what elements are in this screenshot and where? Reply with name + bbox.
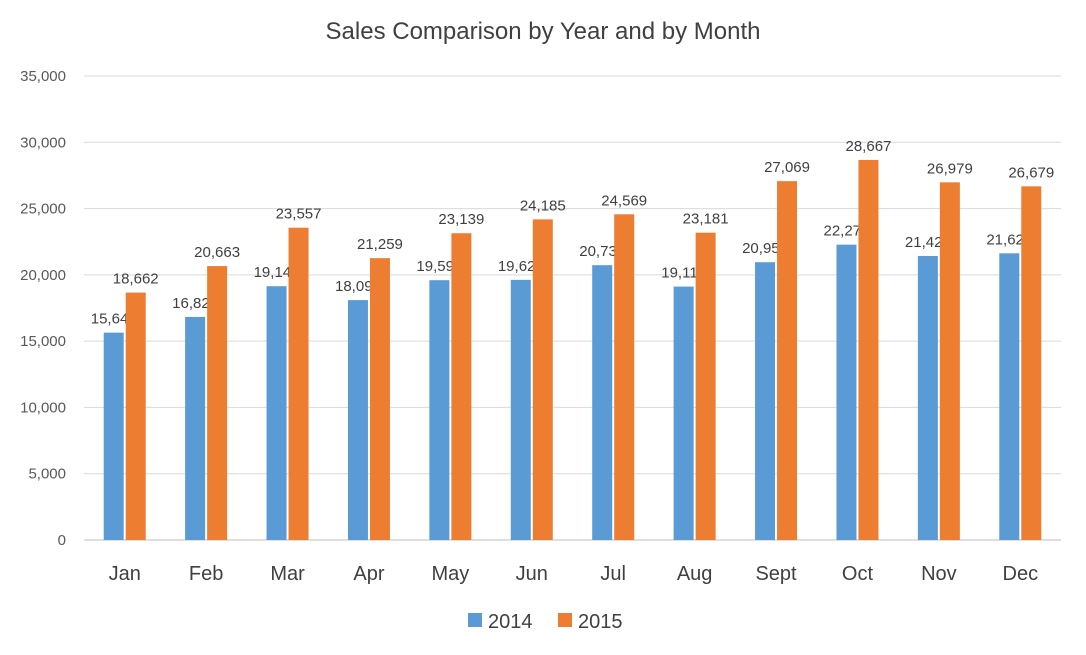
data-label: 21,259 <box>357 236 403 253</box>
x-tick-label: Nov <box>921 563 957 585</box>
x-tick-label: Mar <box>270 563 305 585</box>
bar-2014 <box>347 300 368 540</box>
y-tick-label: 20,000 <box>20 267 66 284</box>
bar-2014 <box>836 244 857 541</box>
data-label: 20,663 <box>194 244 240 261</box>
data-label: 24,185 <box>520 197 566 214</box>
data-label: 19,116 <box>661 265 706 282</box>
y-tick-label: 0 <box>58 532 66 549</box>
data-label: 20,954 <box>742 240 788 257</box>
data-label: 16,828 <box>172 295 218 312</box>
data-label: 28,667 <box>846 138 892 155</box>
bar-2015 <box>207 266 228 540</box>
x-tick-label: Jan <box>109 563 141 585</box>
data-label: 26,679 <box>1008 164 1054 181</box>
y-tick-label: 10,000 <box>20 399 66 416</box>
x-tick-label: Apr <box>353 563 384 585</box>
y-tick-label: 25,000 <box>20 201 66 218</box>
x-tick-label: May <box>431 563 469 585</box>
bar-2015 <box>451 233 472 540</box>
bar-2015 <box>532 219 553 540</box>
legend-swatch-2014 <box>468 613 482 627</box>
data-label: 18,094 <box>335 278 381 295</box>
x-tick-label: Jun <box>516 563 548 585</box>
bar-2014 <box>266 286 287 540</box>
bar-2014 <box>103 332 124 540</box>
bar-2015 <box>858 159 879 540</box>
bar-2015 <box>1021 186 1042 540</box>
bar-2014 <box>185 316 206 540</box>
data-label: 20,730 <box>579 243 625 260</box>
x-tick-label: Aug <box>677 563 713 585</box>
data-label: 18,662 <box>113 271 159 288</box>
x-tick-label: Oct <box>842 563 874 585</box>
chart-title: Sales Comparison by Year and by Month <box>325 18 761 45</box>
bar-2015 <box>939 182 960 540</box>
data-label: 21,625 <box>986 231 1032 248</box>
data-label: 21,422 <box>905 234 951 251</box>
bar-2014 <box>917 256 938 540</box>
bar-2015 <box>125 292 146 540</box>
data-label: 22,278 <box>824 223 870 240</box>
x-tick-label: Jul <box>600 563 626 585</box>
bar-2014 <box>429 280 450 540</box>
bar-2014 <box>592 265 613 540</box>
data-label: 19,598 <box>416 258 462 275</box>
bar-2015 <box>614 214 635 540</box>
x-tick-label: Feb <box>189 563 223 585</box>
bar-2014 <box>510 279 531 540</box>
data-label: 19,622 <box>498 258 544 275</box>
data-label: 15,642 <box>91 311 137 328</box>
x-tick-label: Dec <box>1003 563 1039 585</box>
data-label: 19,143 <box>254 264 300 281</box>
data-label: 23,139 <box>438 211 484 228</box>
y-tick-label: 15,000 <box>20 333 66 350</box>
bar-2015 <box>288 227 309 541</box>
y-tick-label: 30,000 <box>20 134 66 151</box>
bar-2015 <box>777 181 798 540</box>
data-label: 27,069 <box>764 159 810 176</box>
x-tick-label: Sept <box>755 563 797 585</box>
legend-label: 2015 <box>578 611 623 633</box>
bar-2014 <box>673 286 694 540</box>
data-label: 24,569 <box>601 192 647 209</box>
legend-swatch-2015 <box>558 613 572 627</box>
bar-2014 <box>755 262 776 540</box>
y-tick-label: 5,000 <box>28 466 66 483</box>
data-label: 23,181 <box>683 211 729 228</box>
bar-2015 <box>369 258 390 540</box>
bar-2015 <box>695 232 716 541</box>
legend-label: 2014 <box>488 611 533 633</box>
y-tick-label: 35,000 <box>20 68 66 85</box>
bar-2014 <box>999 253 1020 541</box>
data-label: 26,979 <box>927 160 973 177</box>
data-label: 23,557 <box>276 206 322 223</box>
